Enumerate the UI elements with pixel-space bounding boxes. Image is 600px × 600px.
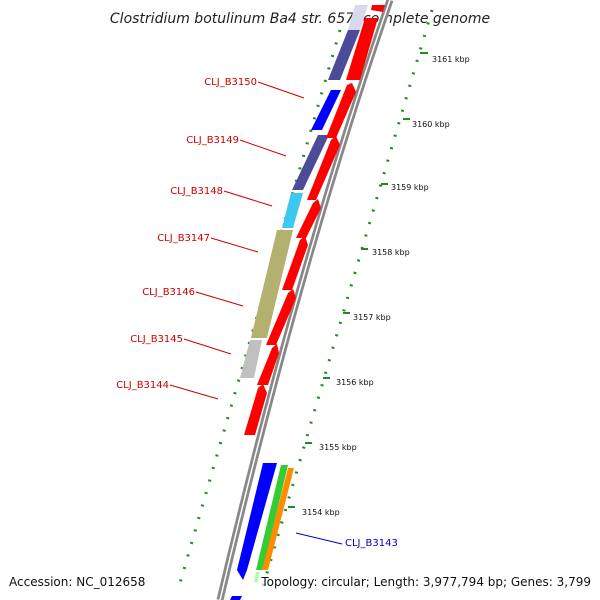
cog-block xyxy=(348,5,368,30)
tick-label-3161: 3161 kbp xyxy=(432,55,470,64)
gene-label-clj-b3147[interactable]: CLJ_B3147 xyxy=(157,233,210,244)
cog-block xyxy=(251,230,293,338)
gene-arrow xyxy=(282,236,308,290)
gene-label-clj-b3150[interactable]: CLJ_B3150 xyxy=(204,77,257,88)
gene-arrow xyxy=(244,384,267,435)
cog-block xyxy=(311,90,341,130)
cog-block xyxy=(240,340,262,378)
gene-arrow xyxy=(257,344,279,385)
tick-label-3159: 3159 kbp xyxy=(391,183,429,192)
plus-strand-genes xyxy=(244,5,385,435)
tick-label-3156: 3156 kbp xyxy=(336,378,374,387)
map-title: Clostridium botulinum Ba4 str. 657, comp… xyxy=(110,11,490,27)
gene-label-clj-b3145[interactable]: CLJ_B3145 xyxy=(130,334,183,345)
gene-arrow xyxy=(346,18,378,80)
accession-label: Accession: NC_012658 xyxy=(9,575,145,589)
cog-band xyxy=(240,5,368,378)
gene-arrow xyxy=(326,83,356,138)
cog-block xyxy=(328,30,360,80)
gene-label-clj-b3148[interactable]: CLJ_B3148 xyxy=(170,186,223,197)
gene-arrow xyxy=(256,465,288,570)
gene-label-leaders xyxy=(169,81,343,545)
topology-label: Topology: circular; Length: 3,977,794 bp… xyxy=(260,575,591,589)
gene-label-clj-b3149[interactable]: CLJ_B3149 xyxy=(186,135,239,146)
tick-label-3155: 3155 kbp xyxy=(319,443,357,452)
lower-genes xyxy=(230,463,294,600)
gene-label-clj-b3146[interactable]: CLJ_B3146 xyxy=(142,287,195,298)
tick-label-3160: 3160 kbp xyxy=(412,120,450,129)
gene-arrow xyxy=(230,596,242,600)
cog-block xyxy=(292,135,329,190)
cog-block xyxy=(282,193,303,228)
gene-label-clj-b3144[interactable]: CLJ_B3144 xyxy=(116,380,169,391)
tick-label-3158: 3158 kbp xyxy=(372,248,410,257)
gene-arrow xyxy=(237,463,277,580)
gene-labels: CLJ_B3150 CLJ_B3149 CLJ_B3148 CLJ_B3147 … xyxy=(116,77,398,549)
tick-label-3157: 3157 kbp xyxy=(353,313,391,322)
gene-arrow xyxy=(307,136,340,200)
kbp-ticks: 3161 kbp 3160 kbp 3159 kbp 3158 kbp 3157… xyxy=(288,52,470,517)
tick-label-3154: 3154 kbp xyxy=(302,508,340,517)
gene-label-clj-b3143[interactable]: CLJ_B3143 xyxy=(345,538,398,549)
gene-arrow xyxy=(262,468,294,570)
gene-arrow xyxy=(371,5,385,12)
gene-arrow xyxy=(266,289,296,345)
gene-arrow xyxy=(296,199,321,238)
